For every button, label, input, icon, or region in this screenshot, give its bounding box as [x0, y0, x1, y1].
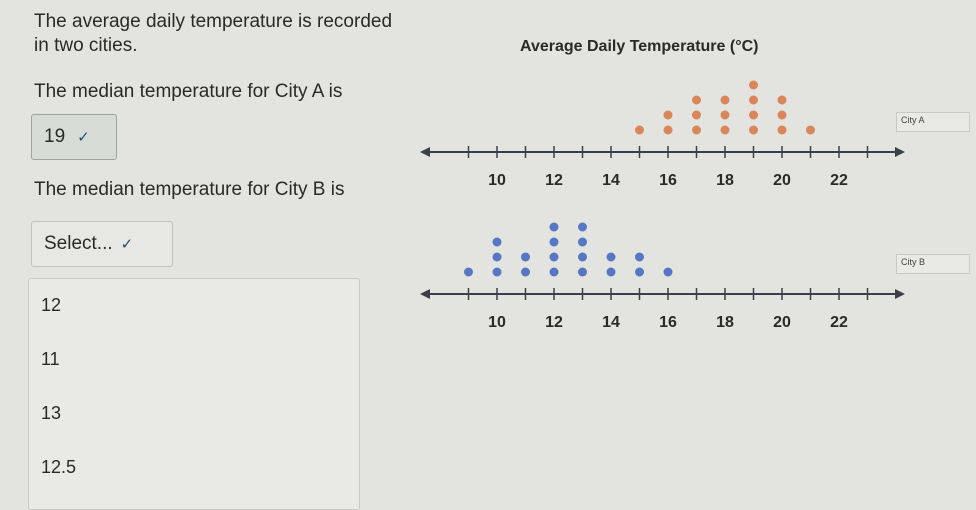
city-a-dot [692, 110, 701, 120]
prompt-city-b: The median temperature for City B is [34, 179, 345, 200]
option-item[interactable]: 11 [41, 349, 60, 369]
city-b-dot [464, 267, 473, 277]
city-a-dot [777, 110, 787, 120]
city-a-dot [663, 125, 673, 135]
city-a-dot [720, 95, 730, 105]
city-a-tick-label: 14 [602, 172, 620, 189]
city-b-dot [549, 252, 559, 262]
city-b-dot [521, 252, 530, 262]
city-b-tick-label: 22 [830, 314, 848, 331]
city-a-axis-arrow-right [895, 147, 905, 157]
city-b-dot [549, 237, 559, 247]
city-b-dot [606, 252, 616, 262]
city-b-dot [663, 267, 673, 277]
city-b-dot [578, 222, 587, 232]
city-b-tick-label: 16 [659, 314, 677, 331]
city-a-tick-label: 22 [830, 172, 848, 189]
city-b-dot [492, 252, 502, 262]
city-b-dot [578, 252, 587, 262]
city-b-dot [549, 222, 559, 232]
chart-title: Average Daily Temperature (°C) [520, 38, 759, 55]
city-b-median-dropdown[interactable]: Select... ✓ [31, 221, 173, 267]
city-a-dot [777, 95, 787, 105]
dot-plots: 10 12 14 16 18 20 22 10 12 14 16 18 20 22 [420, 80, 905, 331]
legend-city-b: City B [896, 254, 970, 274]
city-a-selected-value: 19 [44, 126, 66, 147]
city-b-dot [549, 267, 559, 277]
city-a-dot [720, 110, 730, 120]
city-b-tick-label: 10 [488, 314, 506, 331]
city-b-axis-arrow-right [895, 289, 905, 299]
city-b-dot [578, 267, 587, 277]
option-item[interactable]: 13 [41, 403, 62, 423]
city-b-tick-label: 20 [773, 314, 791, 331]
city-a-axis-arrow-left [420, 147, 430, 157]
city-a-dot [749, 110, 758, 120]
city-a-dot [692, 95, 701, 105]
city-b-tick-label: 14 [602, 314, 620, 331]
city-a-median-dropdown[interactable]: 19 ✓ [31, 114, 117, 160]
city-b-dot [606, 267, 616, 277]
city-a-dot [635, 125, 644, 135]
city-a-dot [806, 125, 815, 135]
city-a-dot [692, 125, 701, 135]
city-a-tick-label: 12 [545, 172, 563, 189]
city-a-tick-label: 20 [773, 172, 791, 189]
city-b-dot [578, 237, 587, 247]
city-b-tick-label: 18 [716, 314, 734, 331]
city-a-dot [749, 125, 758, 135]
chevron-down-icon: ✓ [120, 236, 134, 253]
city-a-dot [749, 95, 758, 105]
city-a-dot [777, 125, 787, 135]
city-b-dot [492, 237, 502, 247]
city-b-selected-value: Select... [44, 233, 113, 254]
city-b-dot [492, 267, 502, 277]
city-a-dot [720, 125, 730, 135]
legend-city-a: City A [896, 112, 970, 132]
city-b-dot [521, 267, 530, 277]
question-intro: The average daily temperature is recorde… [34, 11, 393, 56]
city-b-dot [635, 252, 644, 262]
city-b-axis-arrow-left [420, 289, 430, 299]
prompt-city-a: The median temperature for City A is [34, 81, 343, 102]
city-b-tick-label: 12 [545, 314, 563, 331]
city-a-dot [749, 80, 758, 90]
option-item[interactable]: 12 [41, 295, 62, 315]
city-a-tick-label: 16 [659, 172, 677, 189]
city-a-dot [663, 110, 673, 120]
city-a-tick-label: 10 [488, 172, 506, 189]
option-item[interactable]: 12.5 [41, 457, 77, 477]
city-b-options-list: 12 11 13 12.5 [28, 278, 360, 510]
city-a-tick-label: 18 [716, 172, 734, 189]
city-b-dot [635, 267, 644, 277]
chevron-down-icon: ✓ [77, 129, 90, 146]
